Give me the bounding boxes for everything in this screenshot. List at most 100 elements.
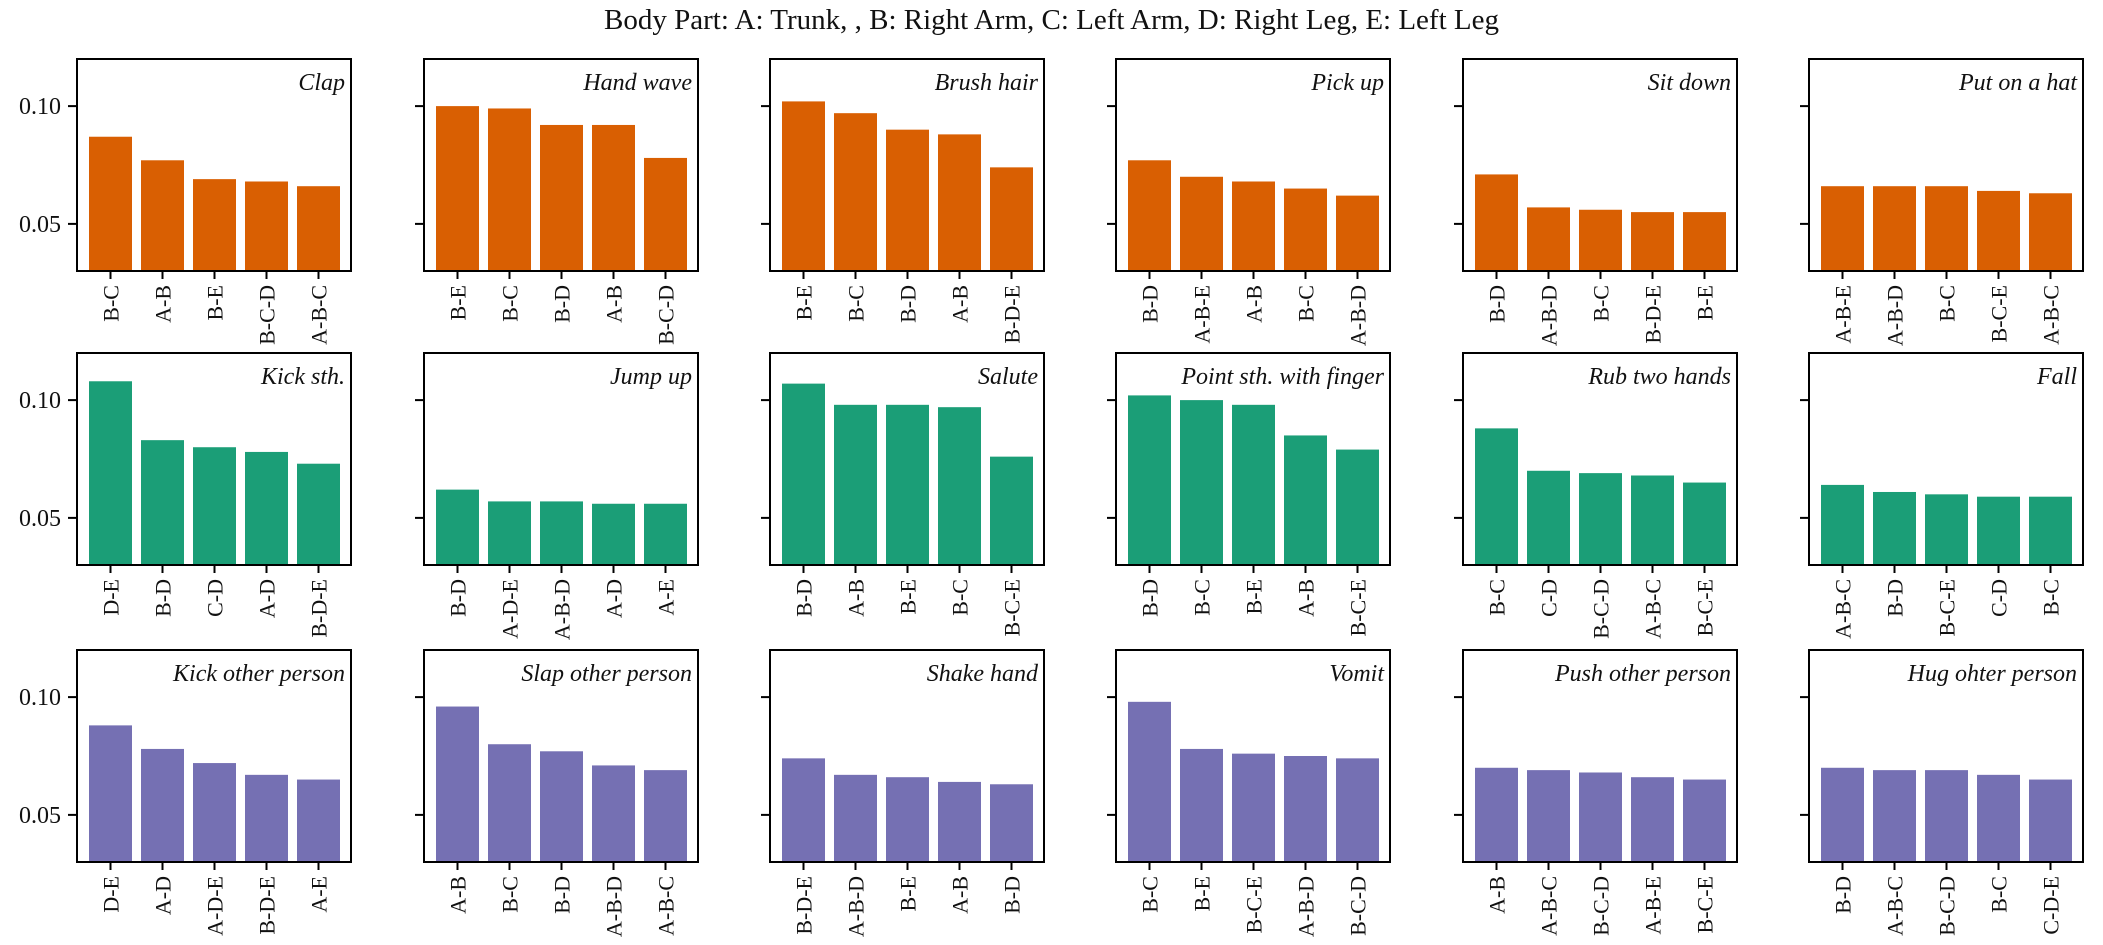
chart-panel: 0.05 0.10 D-E A-D A-D-E B-D-E A-E Kick other pe… <box>19 649 352 936</box>
bar <box>1180 400 1223 565</box>
bar <box>1232 181 1275 271</box>
x-tick-label: B-C <box>1987 876 2012 913</box>
bar <box>1336 195 1379 271</box>
x-tick-label: A-B-D <box>1346 285 1371 346</box>
bar <box>1683 779 1726 862</box>
figure-title: Body Part: A: Trunk, , B: Right Arm, C: … <box>604 4 1499 36</box>
bar <box>1821 186 1864 271</box>
x-tick-label: B-D <box>550 876 575 914</box>
bar <box>488 744 531 862</box>
panel-title: Vomit <box>1329 661 1385 687</box>
bar <box>834 113 877 271</box>
bar <box>245 774 288 862</box>
bar <box>886 129 929 271</box>
x-tick-label: B-E <box>203 285 228 320</box>
bar <box>938 407 981 565</box>
x-tick-label: B-D-E <box>255 876 280 935</box>
bar <box>297 186 340 271</box>
x-tick-label: B-C <box>498 285 523 322</box>
x-tick-label: A-B-E <box>1190 285 1215 344</box>
x-tick-label: B-C <box>844 285 869 322</box>
x-tick-label: A-B-D <box>1294 876 1319 937</box>
bar <box>886 404 929 565</box>
x-tick-label: B-C <box>1190 579 1215 616</box>
bar <box>1631 212 1674 271</box>
y-tick-label: 0.10 <box>19 388 61 414</box>
bar <box>1579 473 1622 565</box>
x-tick-label: A-B <box>1294 579 1319 617</box>
bar <box>1873 491 1916 565</box>
x-tick-label: B-E <box>1693 285 1718 320</box>
bar <box>141 440 184 565</box>
panel-title: Pick up <box>1310 70 1384 96</box>
bar <box>1977 496 2020 565</box>
x-tick-label: A-B-C <box>1641 579 1666 639</box>
x-tick-label: A-B <box>844 579 869 617</box>
x-tick-label: B-D <box>1831 876 1856 914</box>
panel-title: Point sth. with finger <box>1180 364 1384 390</box>
chart-panel: B-D A-B-E A-B B-C A-B-D Pick up <box>1107 58 1391 346</box>
bar <box>141 748 184 862</box>
bar <box>1336 758 1379 862</box>
x-tick-label: A-B-C <box>654 876 679 936</box>
bar <box>1475 767 1518 862</box>
x-tick-label: B-C-D <box>654 285 679 345</box>
bar <box>782 101 825 272</box>
bar <box>1232 753 1275 862</box>
x-tick-label: B-C <box>1294 285 1319 322</box>
bar <box>1180 748 1223 862</box>
panel-title: Kick sth. <box>260 364 345 390</box>
bar <box>1128 395 1171 565</box>
bar <box>1232 404 1275 565</box>
panel-title: Salute <box>978 364 1038 390</box>
x-tick-label: B-E <box>896 579 921 614</box>
x-tick-label: B-C-E <box>1242 876 1267 933</box>
panel-title: Brush hair <box>935 70 1039 96</box>
panel-title: Jump up <box>610 364 692 390</box>
bar <box>1683 212 1726 271</box>
x-tick-label: B-D <box>1000 876 1025 914</box>
x-tick-label: B-C-D <box>1935 876 1960 936</box>
x-tick-label: A-B <box>602 285 627 323</box>
x-tick-label: B-C-E <box>1987 285 2012 342</box>
bar <box>1128 701 1171 862</box>
x-tick-label: A-B <box>1485 876 1510 914</box>
chart-panel: B-D A-B-C B-C-D B-C C-D-E Hug ohter person <box>1800 649 2084 936</box>
bar <box>886 777 929 862</box>
bar <box>644 503 687 565</box>
x-tick-label: A-D <box>602 579 627 618</box>
bar <box>1925 494 1968 565</box>
x-tick-label: B-C <box>948 579 973 616</box>
bar <box>938 781 981 862</box>
bar <box>1475 428 1518 565</box>
bar <box>1527 770 1570 862</box>
y-tick-label: 0.10 <box>19 685 61 711</box>
x-tick-label: A-B-C <box>1883 876 1908 936</box>
bar <box>193 447 236 565</box>
chart-panel: B-C B-E B-C-E A-B-D B-C-D Vomit <box>1107 649 1391 937</box>
x-tick-label: B-C <box>1935 285 1960 322</box>
x-tick-label: C-D <box>1987 579 2012 617</box>
bar <box>1631 777 1674 862</box>
x-tick-label: A-B <box>948 285 973 323</box>
bar <box>193 179 236 271</box>
bar <box>297 463 340 565</box>
x-tick-label: B-C <box>1138 876 1163 913</box>
chart-panel: B-C C-D B-C-D A-B-C B-C-E Rub two hands <box>1454 352 1738 639</box>
x-tick-label: B-C-E <box>1346 579 1371 636</box>
x-tick-label: C-D-E <box>2039 876 2064 935</box>
bar <box>540 124 583 271</box>
chart-panel: B-D A-D-E A-B-D A-D A-E Jump up <box>415 352 699 640</box>
x-tick-label: A-D <box>151 876 176 915</box>
x-tick-label: B-C <box>99 285 124 322</box>
bar <box>89 136 132 271</box>
x-tick-label: B-C-E <box>1693 876 1718 933</box>
bar <box>938 134 981 271</box>
bar <box>89 725 132 862</box>
x-tick-label: A-B <box>1242 285 1267 323</box>
bar <box>1284 435 1327 565</box>
bar <box>297 779 340 862</box>
bar <box>1527 470 1570 565</box>
bar <box>1821 767 1864 862</box>
x-tick-label: A-D <box>255 579 280 618</box>
